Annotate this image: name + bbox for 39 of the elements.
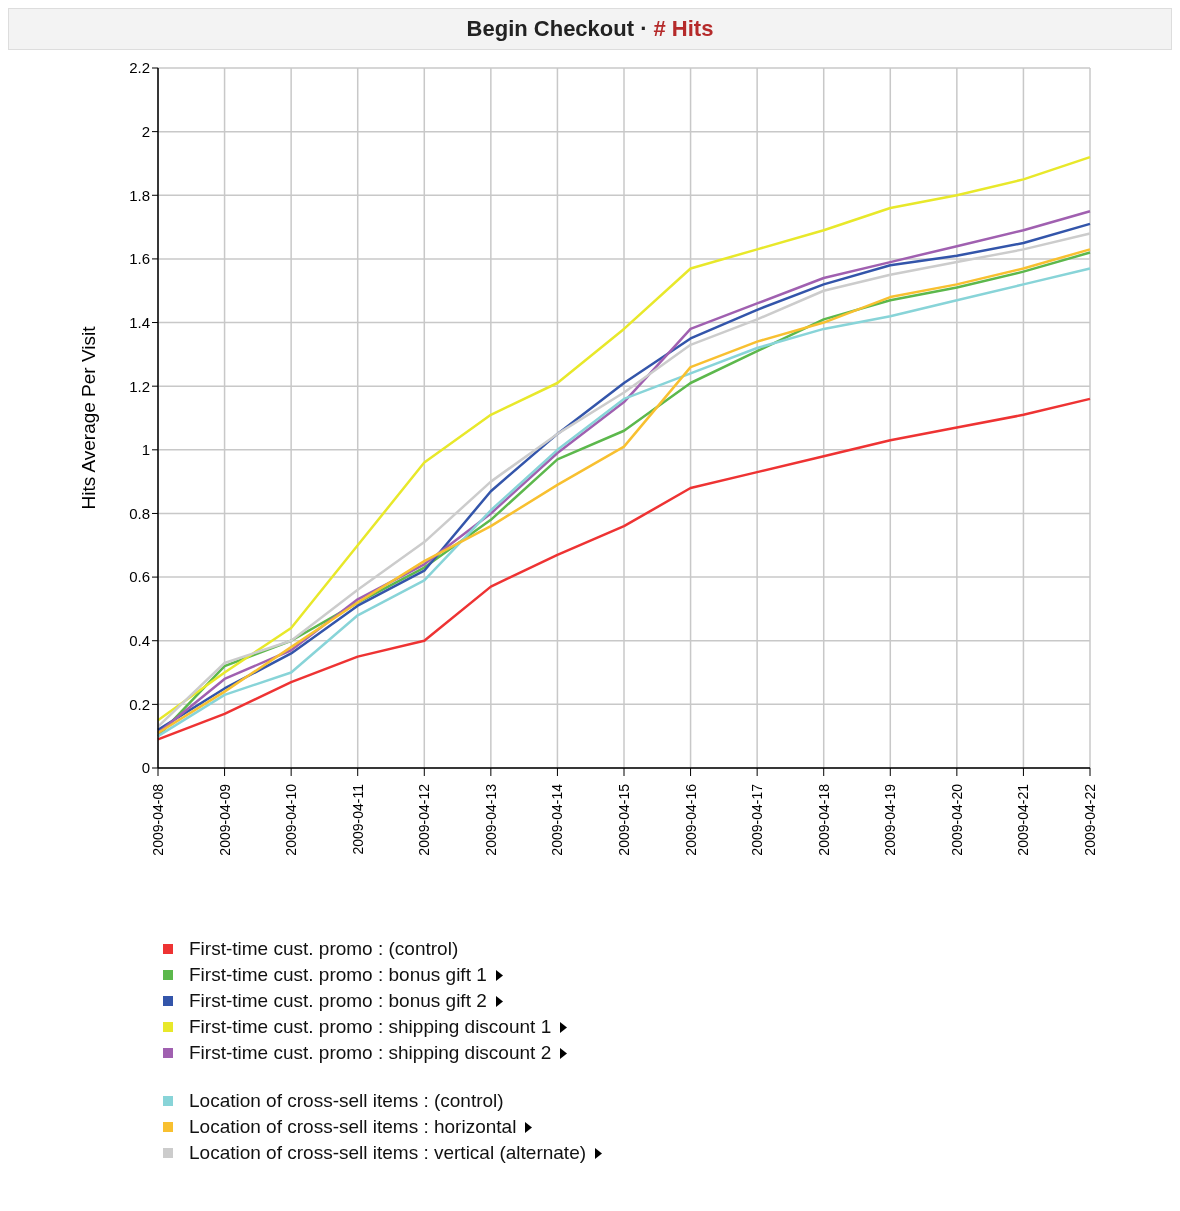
x-tick-label: 2009-04-10 (283, 783, 300, 856)
legend-label: First-time cust. promo : shipping discount 2 (189, 1041, 552, 1065)
x-tick-label: 2009-04-21 (1015, 783, 1032, 856)
y-tick-label: 2.2 (129, 59, 150, 77)
line-series (156, 397, 1092, 741)
x-tick-label: 2009-04-11 (349, 783, 366, 855)
x-tick-label: 2009-04-13 (482, 783, 499, 856)
x-tick-label: 2009-04-14 (549, 783, 566, 856)
x-tick-label: 2009-04-19 (882, 783, 899, 856)
x-tick-label: 2009-04-15 (616, 783, 632, 856)
x-tick-label: 2009-04-12 (416, 783, 433, 856)
x-tick-label: 2009-04-16 (682, 783, 699, 856)
y-tick-label: 1.6 (129, 250, 150, 268)
y-tick-label: 1 (141, 441, 150, 459)
y-tick-label: 1.8 (129, 186, 150, 204)
y-tick-label: 0.2 (129, 695, 150, 713)
y-axis-title: Hits Average Per Visit (77, 325, 99, 510)
legend-label: First-time cust. promo : bonus gift 1 (189, 963, 487, 987)
y-tick-label: 1.4 (129, 313, 150, 331)
chart-title: Begin Checkout · (466, 16, 648, 42)
legend-label: First-time cust. promo : bonus gift 2 (189, 989, 487, 1013)
legend-label: Location of cross-sell items : (control) (189, 1089, 504, 1113)
chart-subtitle: # Hits (653, 16, 714, 42)
legend-label: Location of cross-sell items : horizontal (189, 1115, 517, 1139)
legend-label: First-time cust. promo : (control) (189, 937, 459, 961)
legend-label: Location of cross-sell items : vertical (alternate) (189, 1141, 587, 1165)
y-tick-label: 1.2 (129, 377, 150, 395)
legend-label: First-time cust. promo : shipping discount 1 (189, 1015, 552, 1039)
x-tick-label: 2009-04-22 (1082, 783, 1098, 856)
x-tick-label: 2009-04-17 (749, 783, 766, 856)
x-tick-label: 2009-04-09 (216, 783, 233, 856)
y-tick-label: 0.8 (129, 504, 150, 522)
y-tick-label: 2 (141, 122, 150, 140)
y-tick-label: 0 (141, 759, 150, 777)
x-tick-label: 2009-04-18 (815, 783, 832, 856)
x-tick-label: 2009-04-08 (150, 783, 166, 856)
x-tick-label: 2009-04-20 (948, 783, 965, 856)
y-tick-label: 0.4 (129, 632, 150, 650)
y-tick-label: 0.6 (129, 568, 150, 586)
